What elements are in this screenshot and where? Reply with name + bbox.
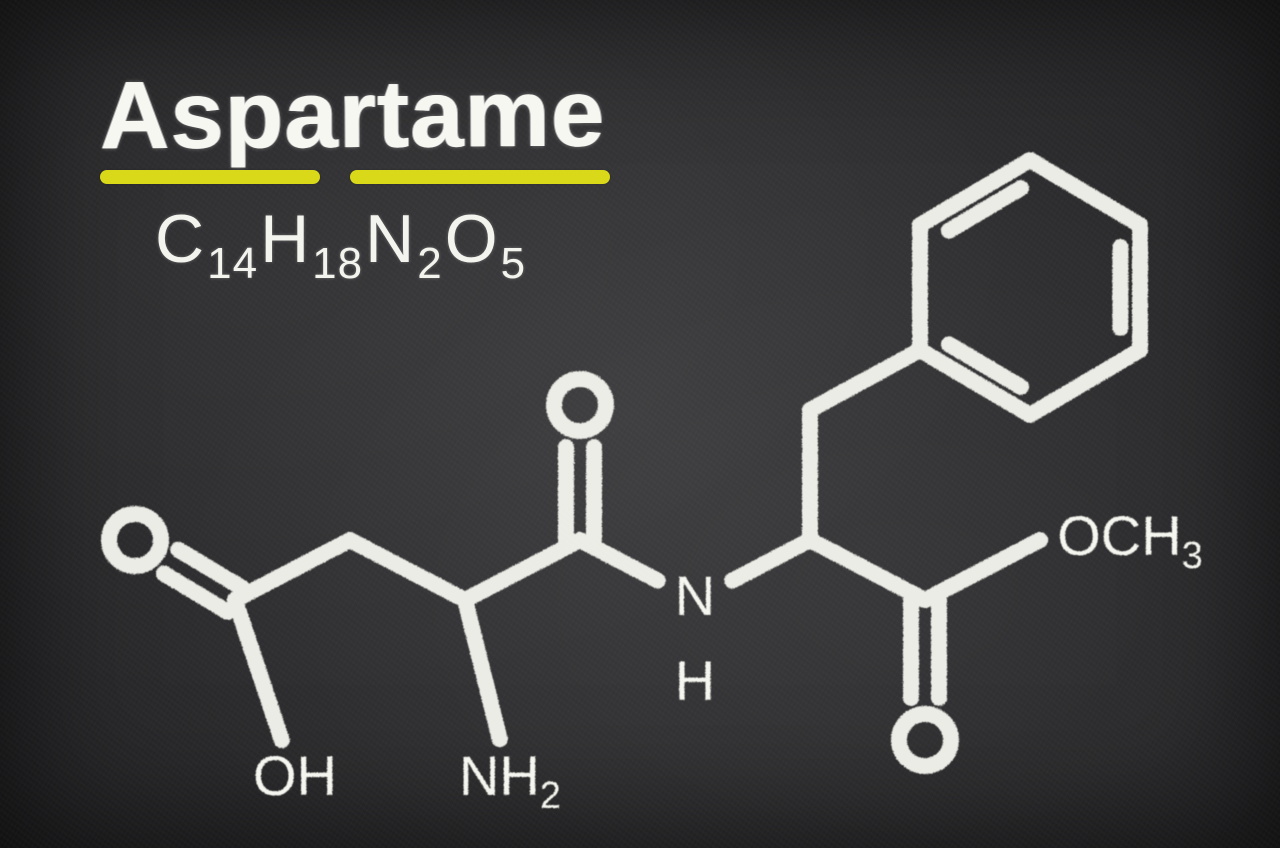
oxygen-atom-icon <box>109 514 161 566</box>
atom-label: N <box>675 564 715 627</box>
atom-label: NH2 <box>459 744 561 817</box>
atom-label: H <box>675 649 715 712</box>
oxygen-atom-icon <box>899 714 951 766</box>
atom-label: OCH3 <box>1057 504 1203 577</box>
oxygen-atom-icon <box>554 379 606 431</box>
atom-label: OH <box>253 744 337 807</box>
chemical-structure-diagram: OH NH2 NH OCH3 <box>0 0 1280 848</box>
